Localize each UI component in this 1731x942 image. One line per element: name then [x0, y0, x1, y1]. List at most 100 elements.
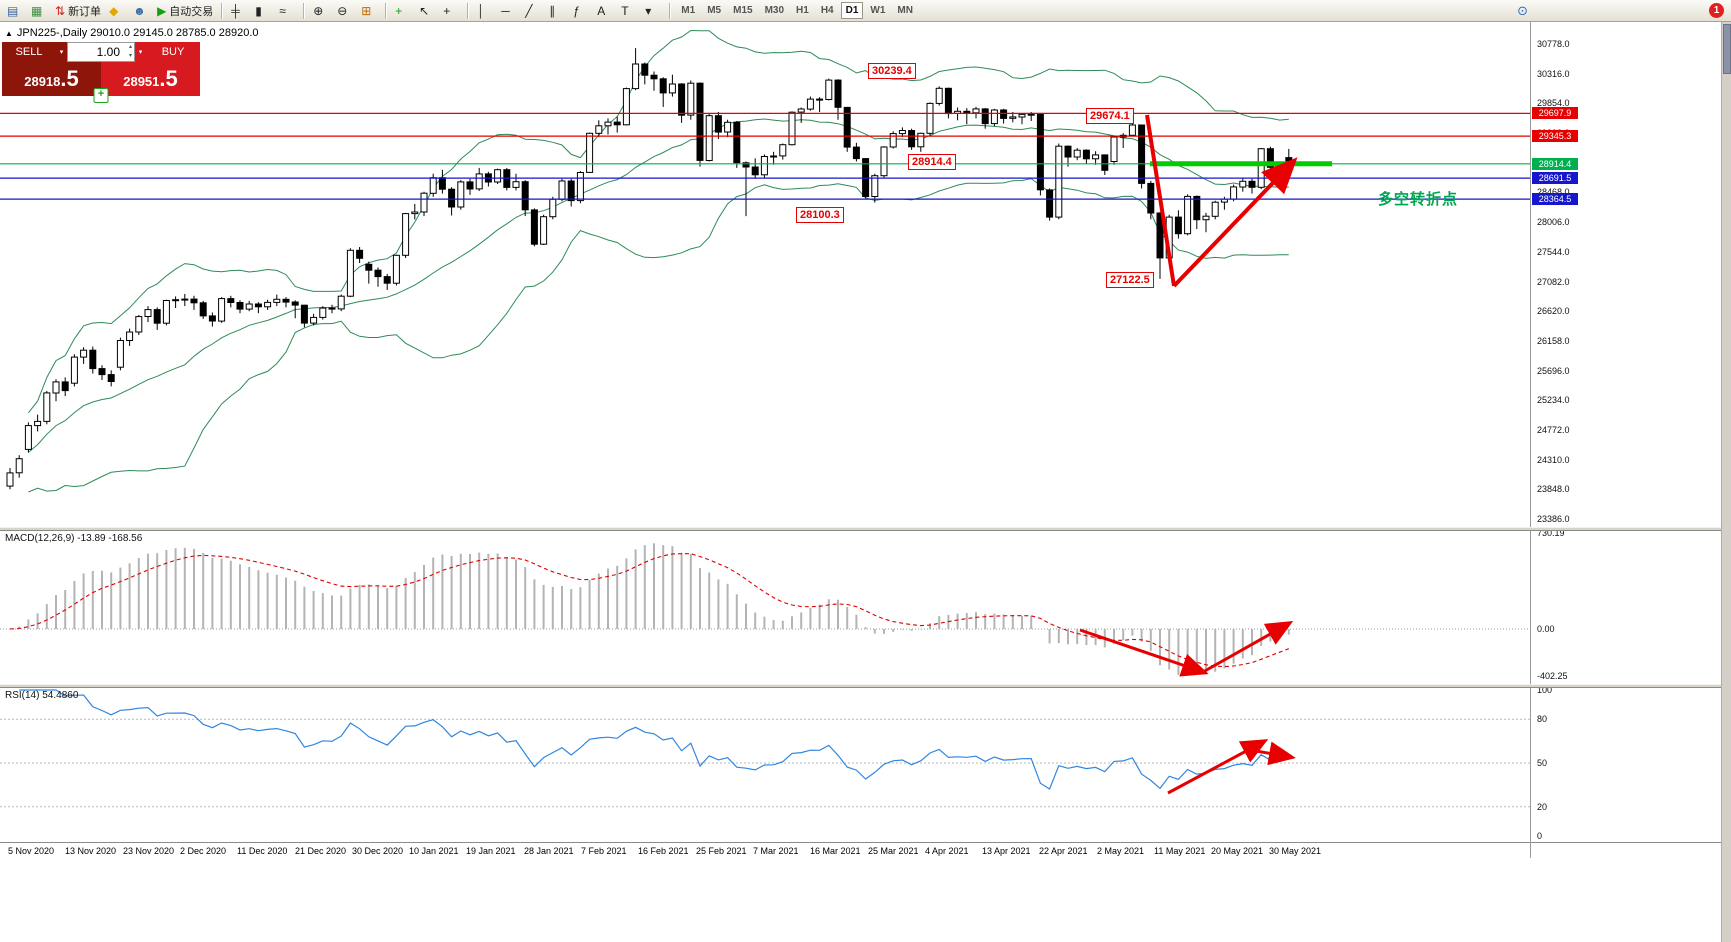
buy-button[interactable]: BUY	[146, 42, 200, 62]
crosshair-icon[interactable]: +	[440, 1, 462, 21]
fibonacci-icon[interactable]: ƒ	[570, 1, 592, 21]
line-chart-icon: ≈	[279, 3, 286, 18]
panel-separator[interactable]	[0, 684, 1731, 688]
expand-panel-icon[interactable]: +	[93, 88, 109, 103]
price-annotation[interactable]: 30239.4	[868, 63, 916, 79]
vline-icon[interactable]: │	[474, 1, 496, 21]
candle-body	[1211, 201, 1219, 217]
search-icon[interactable]: ⊙	[1517, 3, 1528, 18]
new-chart-icon[interactable]: ▤	[4, 1, 26, 21]
timeframe-m1[interactable]: M1	[681, 5, 696, 16]
notification-badge[interactable]: 1	[1709, 3, 1724, 18]
price-annotation[interactable]: 27122.5	[1106, 272, 1154, 288]
text-icon[interactable]: A	[594, 1, 616, 21]
price-annotation[interactable]: 28914.4	[908, 154, 956, 170]
trend-arrow[interactable]	[1172, 157, 1298, 288]
profiles-icon[interactable]: ▦	[28, 1, 50, 21]
rsi-line	[19, 689, 1289, 790]
candle-body	[1239, 180, 1247, 188]
main-chart	[0, 29, 1530, 493]
tile-windows-icon[interactable]: ⊞	[358, 1, 380, 21]
stepper-up-icon[interactable]: ▴	[128, 44, 132, 50]
toolbar-separator	[303, 2, 306, 19]
macd-axis-label: 730.19	[1537, 528, 1565, 538]
bid-price[interactable]: 28918.5	[2, 62, 101, 96]
tile-windows-icon: ⊞	[361, 3, 372, 18]
toolbar-items: ▤ ▦ ⇅ 新订单 ◆ ☻ ▶ 自动交易 ╪ ▮ ≈ ⊕ ⊖ ⊞ + ↖ + │ ─ ╱ ∥ ƒ A T ▾ M1 M5 M15 M30…	[3, 1, 919, 21]
channel-icon: ∥	[549, 3, 556, 18]
volume-stepper[interactable]: ▴ ▾	[129, 43, 132, 61]
toolbar: ▤ ▦ ⇅ 新订单 ◆ ☻ ▶ 自动交易 ╪ ▮ ≈ ⊕ ⊖ ⊞ + ↖ + │ ─ ╱ ∥ ƒ A T ▾ M1 M5 M15 M30…	[0, 0, 1731, 22]
candle-body	[392, 254, 400, 284]
price-annotation[interactable]: 28100.3	[796, 207, 844, 223]
zoom-out-icon[interactable]: ⊖	[334, 1, 356, 21]
candle-body	[328, 307, 336, 310]
timeframe-h1[interactable]: H1	[796, 5, 809, 16]
channel-icon[interactable]: ∥	[546, 1, 568, 21]
candle-body	[1147, 182, 1155, 214]
candle-body	[1138, 124, 1146, 184]
macd-arrow[interactable]	[1202, 621, 1294, 674]
candle-body	[668, 83, 676, 94]
candle-body	[346, 249, 354, 297]
candle-body	[641, 63, 649, 76]
trendline-icon[interactable]: ╱	[522, 1, 544, 21]
volume-input[interactable]: 1.00 ▴ ▾	[67, 42, 135, 62]
timeframe-m15[interactable]: M15	[733, 5, 753, 16]
zoom-in-icon[interactable]: ⊕	[310, 1, 332, 21]
symbol-marker-icon: ▲	[5, 28, 13, 38]
buy-dropdown-icon[interactable]: ▾	[135, 42, 146, 62]
time-axis-label: 13 Apr 2021	[982, 846, 1031, 856]
candle-body	[457, 181, 465, 208]
timeframe-w1[interactable]: W1	[870, 5, 886, 16]
arrows-icon[interactable]: ▾	[642, 1, 664, 21]
new-order-button[interactable]: ⇅ 新订单	[52, 1, 104, 21]
timeframe-h4[interactable]: H4	[820, 5, 834, 16]
stepper-down-icon[interactable]: ▾	[128, 53, 132, 59]
candles-icon[interactable]: ▮	[252, 1, 274, 21]
price-axis-tick: 26158.0	[1537, 336, 1570, 346]
rsi-axis-label: 50	[1537, 758, 1548, 768]
ask-price[interactable]: 28951.5	[101, 62, 200, 96]
experts-icon[interactable]: ☻	[130, 1, 152, 21]
bollinger-band	[28, 178, 1289, 493]
trend-arrow[interactable]	[1145, 114, 1176, 287]
note-label[interactable]: 多空转折点	[1378, 191, 1459, 208]
autotrading-button[interactable]: ▶ 自动交易	[154, 1, 216, 21]
rsi-label: RSI(14) 54.4860	[5, 690, 79, 701]
trendline-icon: ╱	[525, 3, 533, 18]
candle-body	[558, 180, 566, 200]
scrollbar-thumb[interactable]	[1723, 24, 1731, 74]
candle-body	[972, 108, 980, 114]
timeframe-m5[interactable]: M5	[707, 5, 722, 16]
macd-arrow[interactable]	[1079, 628, 1209, 677]
candle-body	[43, 392, 51, 422]
panel-separator[interactable]	[0, 527, 1731, 531]
candle-body	[310, 316, 318, 324]
candle-body	[632, 63, 640, 90]
candle-body	[816, 98, 824, 101]
candle-body	[107, 374, 115, 383]
time-axis-label: 4 Apr 2021	[925, 846, 969, 856]
toolbar-separator	[669, 2, 672, 19]
line-chart-icon[interactable]: ≈	[276, 1, 298, 21]
candle-body	[1018, 113, 1026, 118]
label-icon[interactable]: T	[618, 1, 640, 21]
timeframe-d1[interactable]: D1	[840, 2, 864, 19]
sell-dropdown-icon[interactable]: ▾	[56, 42, 67, 62]
cursor-icon[interactable]: ↖	[416, 1, 438, 21]
sell-button[interactable]: SELL	[2, 42, 56, 62]
time-axis-label: 10 Jan 2021	[409, 846, 459, 856]
hline-icon[interactable]: ─	[498, 1, 520, 21]
bars-icon[interactable]: ╪	[228, 1, 250, 21]
metaeditor-icon[interactable]: ◆	[106, 1, 128, 21]
indicators-icon[interactable]: +	[392, 1, 414, 21]
price-annotation[interactable]: 29674.1	[1086, 108, 1134, 124]
scrollbar[interactable]	[1721, 22, 1731, 942]
candle-body	[245, 303, 253, 310]
candle-body	[264, 301, 272, 308]
rsi-arrow[interactable]	[1244, 741, 1296, 766]
timeframe-mn[interactable]: MN	[897, 5, 913, 16]
timeframe-m30[interactable]: M30	[764, 5, 785, 16]
candle-body	[89, 349, 97, 370]
